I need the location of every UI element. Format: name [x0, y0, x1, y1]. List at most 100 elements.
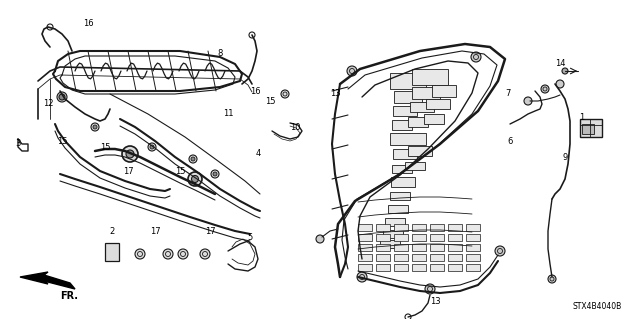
Circle shape	[281, 90, 289, 98]
Bar	[105, 243, 119, 261]
Circle shape	[357, 272, 367, 282]
Bar	[430, 254, 444, 261]
Bar	[412, 244, 426, 251]
Polygon shape	[20, 272, 75, 289]
Text: 10: 10	[290, 122, 300, 131]
Bar	[394, 91, 422, 103]
Bar	[388, 205, 408, 213]
Bar	[390, 192, 410, 200]
Bar	[392, 165, 412, 173]
Circle shape	[57, 92, 67, 102]
Bar	[412, 69, 448, 85]
Bar	[358, 224, 372, 231]
Bar	[448, 224, 462, 231]
Bar	[380, 240, 400, 248]
Text: 15: 15	[57, 137, 67, 145]
Text: 2: 2	[109, 226, 115, 235]
Circle shape	[150, 145, 154, 149]
Circle shape	[562, 68, 568, 74]
Bar	[410, 102, 434, 112]
Text: 15: 15	[265, 97, 275, 106]
Text: 16: 16	[250, 86, 260, 95]
Circle shape	[163, 249, 173, 259]
Circle shape	[178, 249, 188, 259]
Bar	[580, 119, 602, 137]
Bar	[448, 254, 462, 261]
Circle shape	[211, 170, 219, 178]
Bar	[376, 244, 390, 251]
Text: 17: 17	[123, 167, 133, 175]
Circle shape	[122, 146, 138, 162]
Bar	[358, 254, 372, 261]
Text: 14: 14	[555, 60, 565, 69]
Bar	[393, 106, 417, 116]
Text: 15: 15	[175, 167, 185, 175]
Bar	[466, 254, 480, 261]
Bar	[412, 234, 426, 241]
Circle shape	[148, 143, 156, 151]
Bar	[448, 234, 462, 241]
Bar	[358, 264, 372, 271]
Text: 13: 13	[429, 296, 440, 306]
Bar	[394, 254, 408, 261]
Bar	[385, 218, 405, 226]
Bar	[412, 87, 440, 99]
Bar	[412, 264, 426, 271]
Bar	[432, 85, 456, 97]
Bar	[376, 234, 390, 241]
Bar	[394, 234, 408, 241]
Bar	[383, 230, 403, 238]
Bar	[376, 224, 390, 231]
Bar	[405, 162, 425, 170]
Text: 13: 13	[330, 90, 340, 99]
Bar	[376, 254, 390, 261]
Text: 12: 12	[43, 100, 53, 108]
Circle shape	[541, 85, 549, 93]
Bar	[394, 224, 408, 231]
Circle shape	[135, 249, 145, 259]
Circle shape	[200, 249, 210, 259]
Text: 17: 17	[150, 226, 160, 235]
Circle shape	[126, 150, 134, 158]
Bar	[430, 234, 444, 241]
Bar	[358, 234, 372, 241]
Bar	[358, 244, 372, 251]
Bar	[448, 264, 462, 271]
Bar	[394, 264, 408, 271]
Circle shape	[191, 175, 198, 182]
Circle shape	[59, 94, 65, 100]
Circle shape	[347, 66, 357, 76]
Text: 5: 5	[248, 233, 253, 241]
Bar	[376, 264, 390, 271]
Bar	[448, 244, 462, 251]
Bar	[430, 224, 444, 231]
Bar	[392, 120, 412, 130]
Bar	[426, 99, 450, 109]
Bar	[412, 254, 426, 261]
Text: 11: 11	[223, 109, 233, 118]
Circle shape	[316, 235, 324, 243]
Bar	[391, 177, 415, 187]
Bar	[412, 224, 426, 231]
Bar	[466, 264, 480, 271]
Circle shape	[91, 123, 99, 131]
Text: 1: 1	[579, 113, 584, 122]
Bar	[390, 133, 426, 145]
Bar	[408, 146, 432, 156]
Text: 15: 15	[100, 143, 110, 152]
Circle shape	[213, 172, 217, 176]
Bar	[408, 117, 428, 127]
Circle shape	[548, 275, 556, 283]
Text: FR.: FR.	[60, 291, 78, 301]
Bar	[394, 244, 408, 251]
Text: 7: 7	[506, 90, 511, 99]
Text: 16: 16	[83, 19, 93, 28]
Text: 17: 17	[205, 226, 215, 235]
Bar	[466, 234, 480, 241]
Bar	[430, 264, 444, 271]
Circle shape	[556, 80, 564, 88]
Text: 9: 9	[563, 152, 568, 161]
Circle shape	[93, 125, 97, 129]
Bar	[424, 114, 444, 124]
Text: 6: 6	[508, 137, 513, 145]
